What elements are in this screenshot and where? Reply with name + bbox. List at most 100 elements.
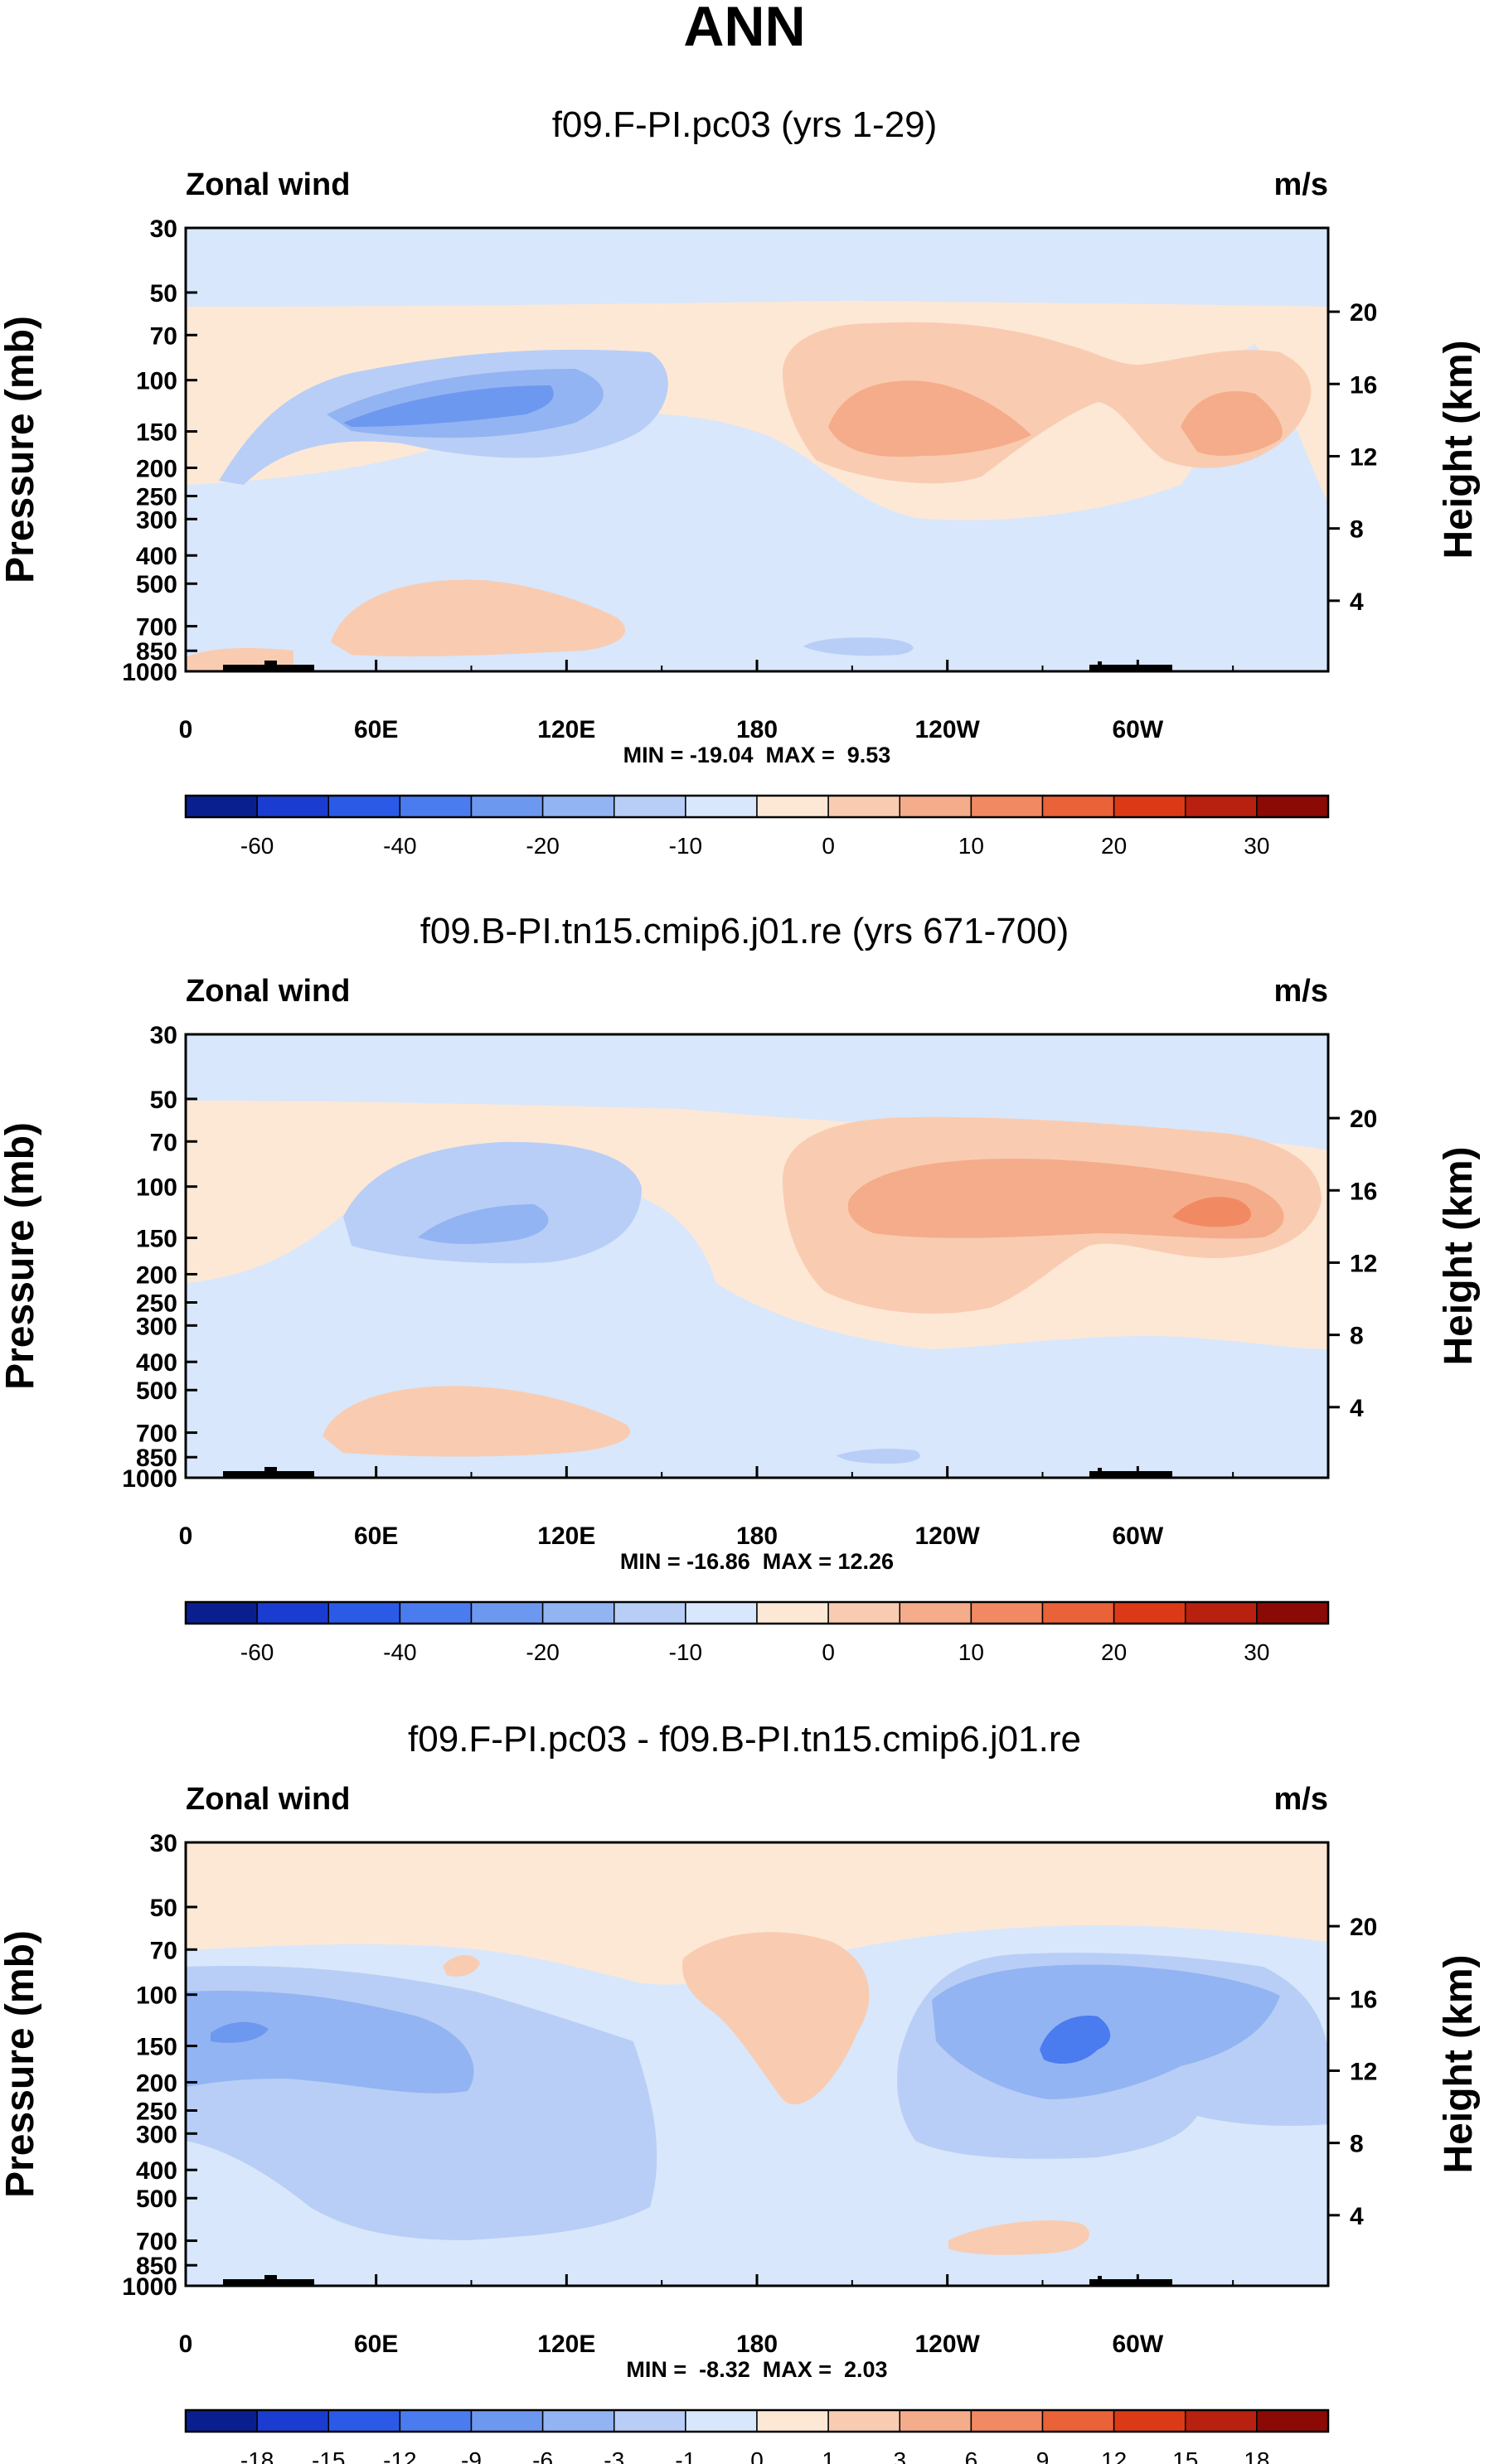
y-tick-label: 200 [136,455,177,482]
colorbar-label: 10 [958,833,984,859]
contour-orange-lower [948,2220,1089,2255]
terrain-americas [1089,1468,1172,1478]
y-tick-label: 150 [136,1226,177,1253]
y-tick-label: 200 [136,1261,177,1289]
colorbar-swatch [256,795,329,818]
x-tick-label: 120W [914,1522,980,1550]
contour-field [186,228,1328,671]
height-tick-label: 8 [1350,516,1364,544]
min-max-stats: MIN = -8.32 MAX = 2.03 [626,2357,887,2382]
colorbar-label: 30 [1244,833,1269,859]
colorbar-swatch [970,795,1044,818]
contour-upper-orange-3 [1181,390,1283,456]
y-tick-label: 300 [136,1313,177,1340]
variable-label: Zonal wind [186,167,350,202]
y-tick-label: 400 [136,2157,177,2185]
x-tick-label: 0 [179,2331,193,2358]
y-tick-label: 30 [150,1022,177,1049]
colorbar-label: -40 [383,1639,416,1665]
colorbar-swatch [827,1601,900,1624]
y-axis-title: Pressure (mb) [0,1122,42,1390]
y-tick-label: 700 [136,614,177,641]
figure-title: ANN [683,0,805,58]
x-tick-label: 120E [537,2331,595,2358]
contour-lower-orange-1 [323,1386,631,1457]
x-tick-label: 0 [179,716,193,743]
colorbar-swatch [685,2409,758,2433]
colorbar-swatch [399,795,473,818]
terrain-asia [223,2275,314,2286]
x-tick-label: 180 [736,716,778,743]
colorbar-swatch [756,795,829,818]
units-label: m/s [1274,1782,1328,1817]
colorbar-label: 0 [750,2447,764,2464]
x-tick-label: 60E [354,716,398,743]
colorbar-label: -18 [240,2447,274,2464]
height-tick-label: 12 [1350,443,1377,471]
colorbar-swatch [185,1601,258,1624]
height-tick-label: 16 [1350,1986,1377,2013]
colorbar-swatch [1113,795,1186,818]
right-axis-title: Height (km) [1437,1955,1481,2174]
colorbar-swatch [1256,2409,1329,2433]
colorbar-swatch [1256,1601,1329,1624]
x-tick-label: 180 [736,2331,778,2358]
contour-upper-blue-2 [186,1991,474,2094]
height-tick-label: 12 [1350,1250,1377,1277]
colorbar-label: -40 [383,833,416,859]
x-tick-label: 0 [179,1522,193,1550]
x-tick-label: 60E [354,1522,398,1550]
colorbar-swatch [185,795,258,818]
contour-lower-orange-1 [331,579,626,657]
right-axis-title: Height (km) [1437,1147,1481,1366]
colorbar-swatch [256,1601,329,1624]
y-tick-label: 150 [136,419,177,447]
colorbar-frame [184,1600,1330,1625]
colorbar-swatch [256,2409,329,2433]
units-label: m/s [1274,974,1328,1009]
y-axis-title: Pressure (mb) [0,1930,42,2198]
x-tick-label: 60W [1112,1522,1163,1550]
colorbar-label: 15 [1172,2447,1198,2464]
height-tick-label: 16 [1350,1178,1377,1205]
height-tick-label: 8 [1350,2131,1364,2158]
colorbar-swatch [756,2409,829,2433]
y-tick-label: 70 [150,1129,177,1156]
colorbar-label: 20 [1101,1639,1127,1665]
colorbar-label: -1 [675,2447,696,2464]
y-tick-label: 500 [136,1377,177,1405]
y-axis-title: Pressure (mb) [0,316,42,583]
colorbar-label: -60 [240,1639,274,1665]
contour-upper-blue-3 [211,2021,269,2043]
colorbar-swatch [1185,1601,1258,1624]
y-tick-label: 500 [136,571,177,598]
colorbar-swatch [614,2409,686,2433]
colorbar-swatch [827,2409,900,2433]
y-tick-label: 400 [136,1349,177,1377]
colorbar-label: 12 [1101,2447,1127,2464]
contour-orange-mid [682,1932,870,2105]
colorbar-swatch [470,2409,544,2433]
contour-strat-light-blue [186,228,1328,307]
x-tick-label: 60W [1112,2331,1163,2358]
y-tick-label: 1000 [122,1465,177,1493]
colorbar-label: -60 [240,833,274,859]
variable-label: Zonal wind [186,974,350,1009]
min-max-stats: MIN = -16.86 MAX = 12.26 [620,1549,894,1574]
y-tick-label: 300 [136,506,177,534]
colorbar-swatch [1041,1601,1115,1624]
y-tick-label: 50 [150,280,177,307]
colorbar-label: 10 [958,1639,984,1665]
contour-orange-small [443,1954,480,1977]
colorbar-swatch [470,1601,544,1624]
x-tick-label: 120W [914,2331,980,2358]
y-tick-label: 850 [136,2253,177,2280]
y-tick-label: 250 [136,1290,177,1317]
colorbar-label: 0 [822,833,835,859]
y-tick-label: 700 [136,1421,177,1448]
colorbar-swatch [1185,795,1258,818]
colorbar-frame [184,2408,1330,2433]
colorbar-swatch [899,1601,972,1624]
units-label: m/s [1274,167,1328,202]
height-tick-label: 20 [1350,1106,1377,1133]
